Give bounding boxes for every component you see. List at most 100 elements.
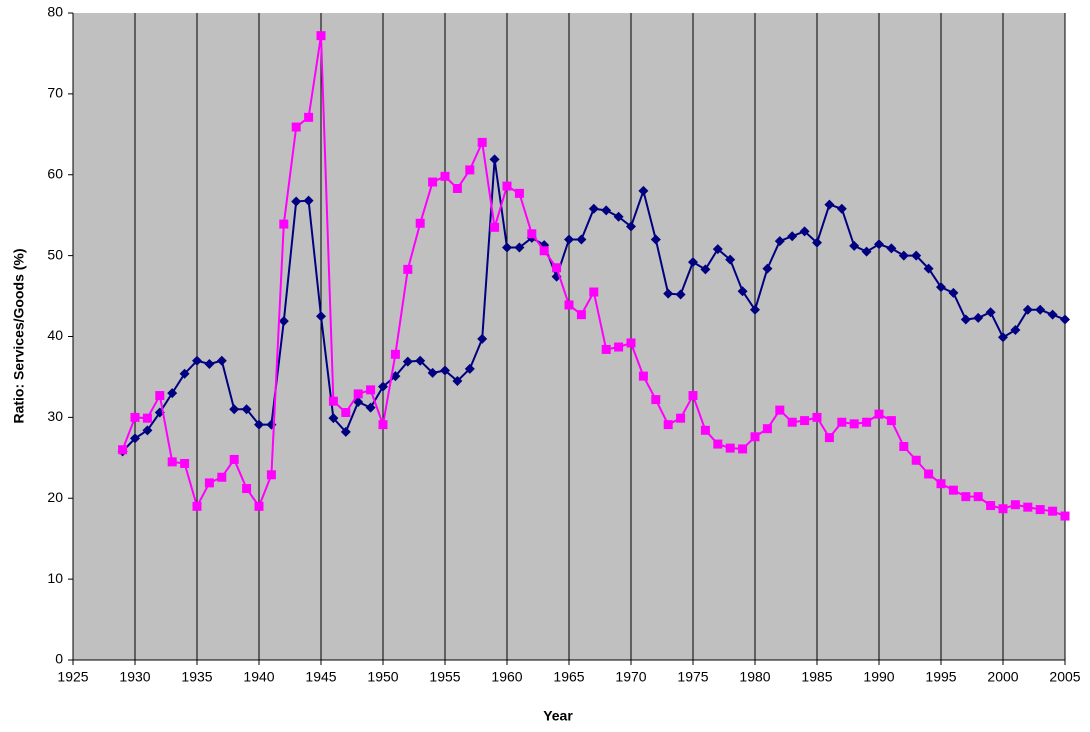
marker	[167, 457, 177, 467]
marker	[415, 218, 425, 228]
marker	[365, 402, 376, 413]
x-tick-label: 1980	[739, 669, 770, 685]
marker	[242, 484, 252, 494]
marker	[576, 310, 586, 320]
marker	[762, 263, 773, 274]
marker	[415, 355, 426, 366]
marker	[923, 263, 934, 274]
marker	[353, 389, 363, 399]
marker	[1047, 309, 1058, 320]
marker	[552, 263, 562, 273]
marker	[837, 417, 847, 427]
marker	[353, 397, 364, 408]
marker	[936, 282, 946, 293]
x-tick-label: 1945	[305, 669, 336, 685]
marker	[130, 433, 140, 444]
marker	[490, 222, 500, 232]
marker	[514, 188, 524, 198]
marker	[812, 412, 822, 422]
marker	[464, 363, 475, 374]
marker	[291, 122, 301, 132]
marker	[378, 420, 388, 430]
marker	[440, 171, 450, 181]
marker	[663, 288, 674, 299]
marker	[167, 388, 178, 399]
marker	[824, 199, 835, 210]
marker	[601, 205, 612, 216]
marker	[1048, 506, 1058, 516]
marker	[452, 375, 463, 386]
marker	[440, 365, 450, 376]
marker	[911, 455, 921, 465]
marker	[254, 419, 264, 430]
marker	[675, 289, 686, 300]
marker	[1035, 304, 1046, 315]
marker	[328, 413, 339, 424]
y-tick-label: 30	[47, 408, 63, 424]
marker	[899, 441, 909, 451]
marker	[824, 433, 834, 443]
marker	[762, 424, 772, 434]
marker	[750, 432, 760, 442]
y-tick-label: 70	[47, 85, 63, 101]
marker	[1060, 314, 1070, 325]
marker	[886, 243, 897, 254]
y-tick-label: 20	[47, 489, 63, 505]
marker	[898, 250, 909, 261]
marker	[812, 237, 822, 248]
marker	[774, 236, 785, 247]
marker	[924, 469, 934, 479]
marker	[539, 246, 549, 256]
marker	[738, 444, 748, 454]
marker	[1035, 505, 1045, 515]
marker	[204, 358, 215, 369]
marker	[712, 244, 723, 255]
marker	[588, 203, 599, 214]
marker	[800, 416, 810, 426]
marker	[502, 181, 512, 191]
marker	[514, 242, 525, 253]
marker	[650, 234, 661, 245]
x-tick-label: 1975	[677, 669, 708, 685]
x-tick-label: 1930	[119, 669, 150, 685]
marker	[279, 219, 289, 229]
marker	[948, 485, 958, 495]
marker	[216, 355, 227, 366]
marker	[849, 419, 859, 429]
marker	[118, 445, 128, 455]
marker	[192, 501, 202, 511]
marker	[241, 404, 252, 415]
marker	[477, 333, 488, 344]
marker	[564, 234, 574, 245]
marker	[862, 417, 872, 427]
marker	[477, 137, 487, 147]
marker	[1022, 304, 1033, 315]
marker	[676, 413, 686, 423]
marker	[204, 478, 214, 488]
marker	[998, 504, 1008, 514]
marker	[836, 203, 847, 214]
marker	[576, 234, 587, 245]
marker	[725, 443, 735, 453]
x-tick-label: 1995	[925, 669, 956, 685]
y-tick-label: 10	[47, 570, 63, 586]
marker	[861, 246, 872, 257]
x-tick-label: 1970	[615, 669, 646, 685]
marker	[403, 264, 413, 274]
marker	[465, 165, 475, 175]
marker	[179, 368, 190, 379]
x-tick-label: 2000	[987, 669, 1018, 685]
marker	[725, 254, 736, 265]
x-tick-label: 1990	[863, 669, 894, 685]
marker	[304, 112, 314, 122]
marker	[402, 356, 413, 367]
marker	[452, 183, 462, 193]
marker	[849, 240, 860, 251]
marker	[527, 229, 537, 239]
marker	[316, 311, 326, 322]
marker	[886, 416, 896, 426]
marker	[626, 221, 636, 232]
marker	[601, 344, 611, 354]
marker	[278, 316, 289, 327]
